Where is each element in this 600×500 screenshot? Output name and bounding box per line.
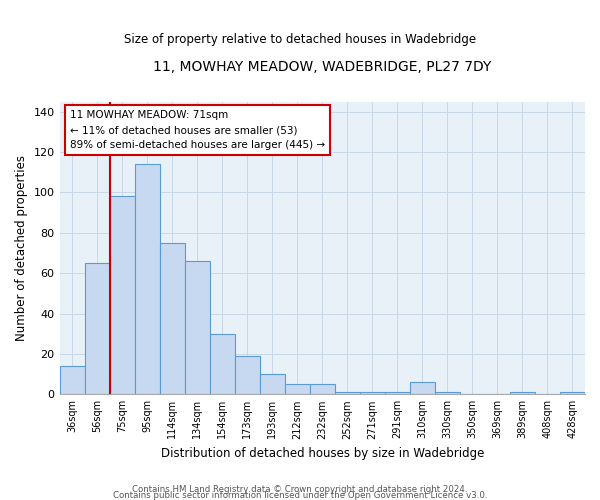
Bar — [134, 164, 160, 394]
Text: Contains HM Land Registry data © Crown copyright and database right 2024.: Contains HM Land Registry data © Crown c… — [132, 484, 468, 494]
Bar — [435, 392, 460, 394]
Bar — [335, 392, 360, 394]
Bar — [160, 243, 185, 394]
Bar — [110, 196, 134, 394]
Bar — [285, 384, 310, 394]
Y-axis label: Number of detached properties: Number of detached properties — [15, 155, 28, 341]
Bar — [560, 392, 585, 394]
Title: 11, MOWHAY MEADOW, WADEBRIDGE, PL27 7DY: 11, MOWHAY MEADOW, WADEBRIDGE, PL27 7DY — [153, 60, 491, 74]
Text: Size of property relative to detached houses in Wadebridge: Size of property relative to detached ho… — [124, 32, 476, 46]
Bar — [235, 356, 260, 395]
Bar — [209, 334, 235, 394]
Bar — [360, 392, 385, 394]
Bar — [510, 392, 535, 394]
Bar — [85, 263, 110, 394]
X-axis label: Distribution of detached houses by size in Wadebridge: Distribution of detached houses by size … — [161, 447, 484, 460]
Bar — [385, 392, 410, 394]
Bar — [410, 382, 435, 394]
Text: 11 MOWHAY MEADOW: 71sqm
← 11% of detached houses are smaller (53)
89% of semi-de: 11 MOWHAY MEADOW: 71sqm ← 11% of detache… — [70, 110, 325, 150]
Bar — [260, 374, 285, 394]
Bar — [185, 261, 209, 394]
Bar — [59, 366, 85, 394]
Bar — [310, 384, 335, 394]
Text: Contains public sector information licensed under the Open Government Licence v3: Contains public sector information licen… — [113, 491, 487, 500]
